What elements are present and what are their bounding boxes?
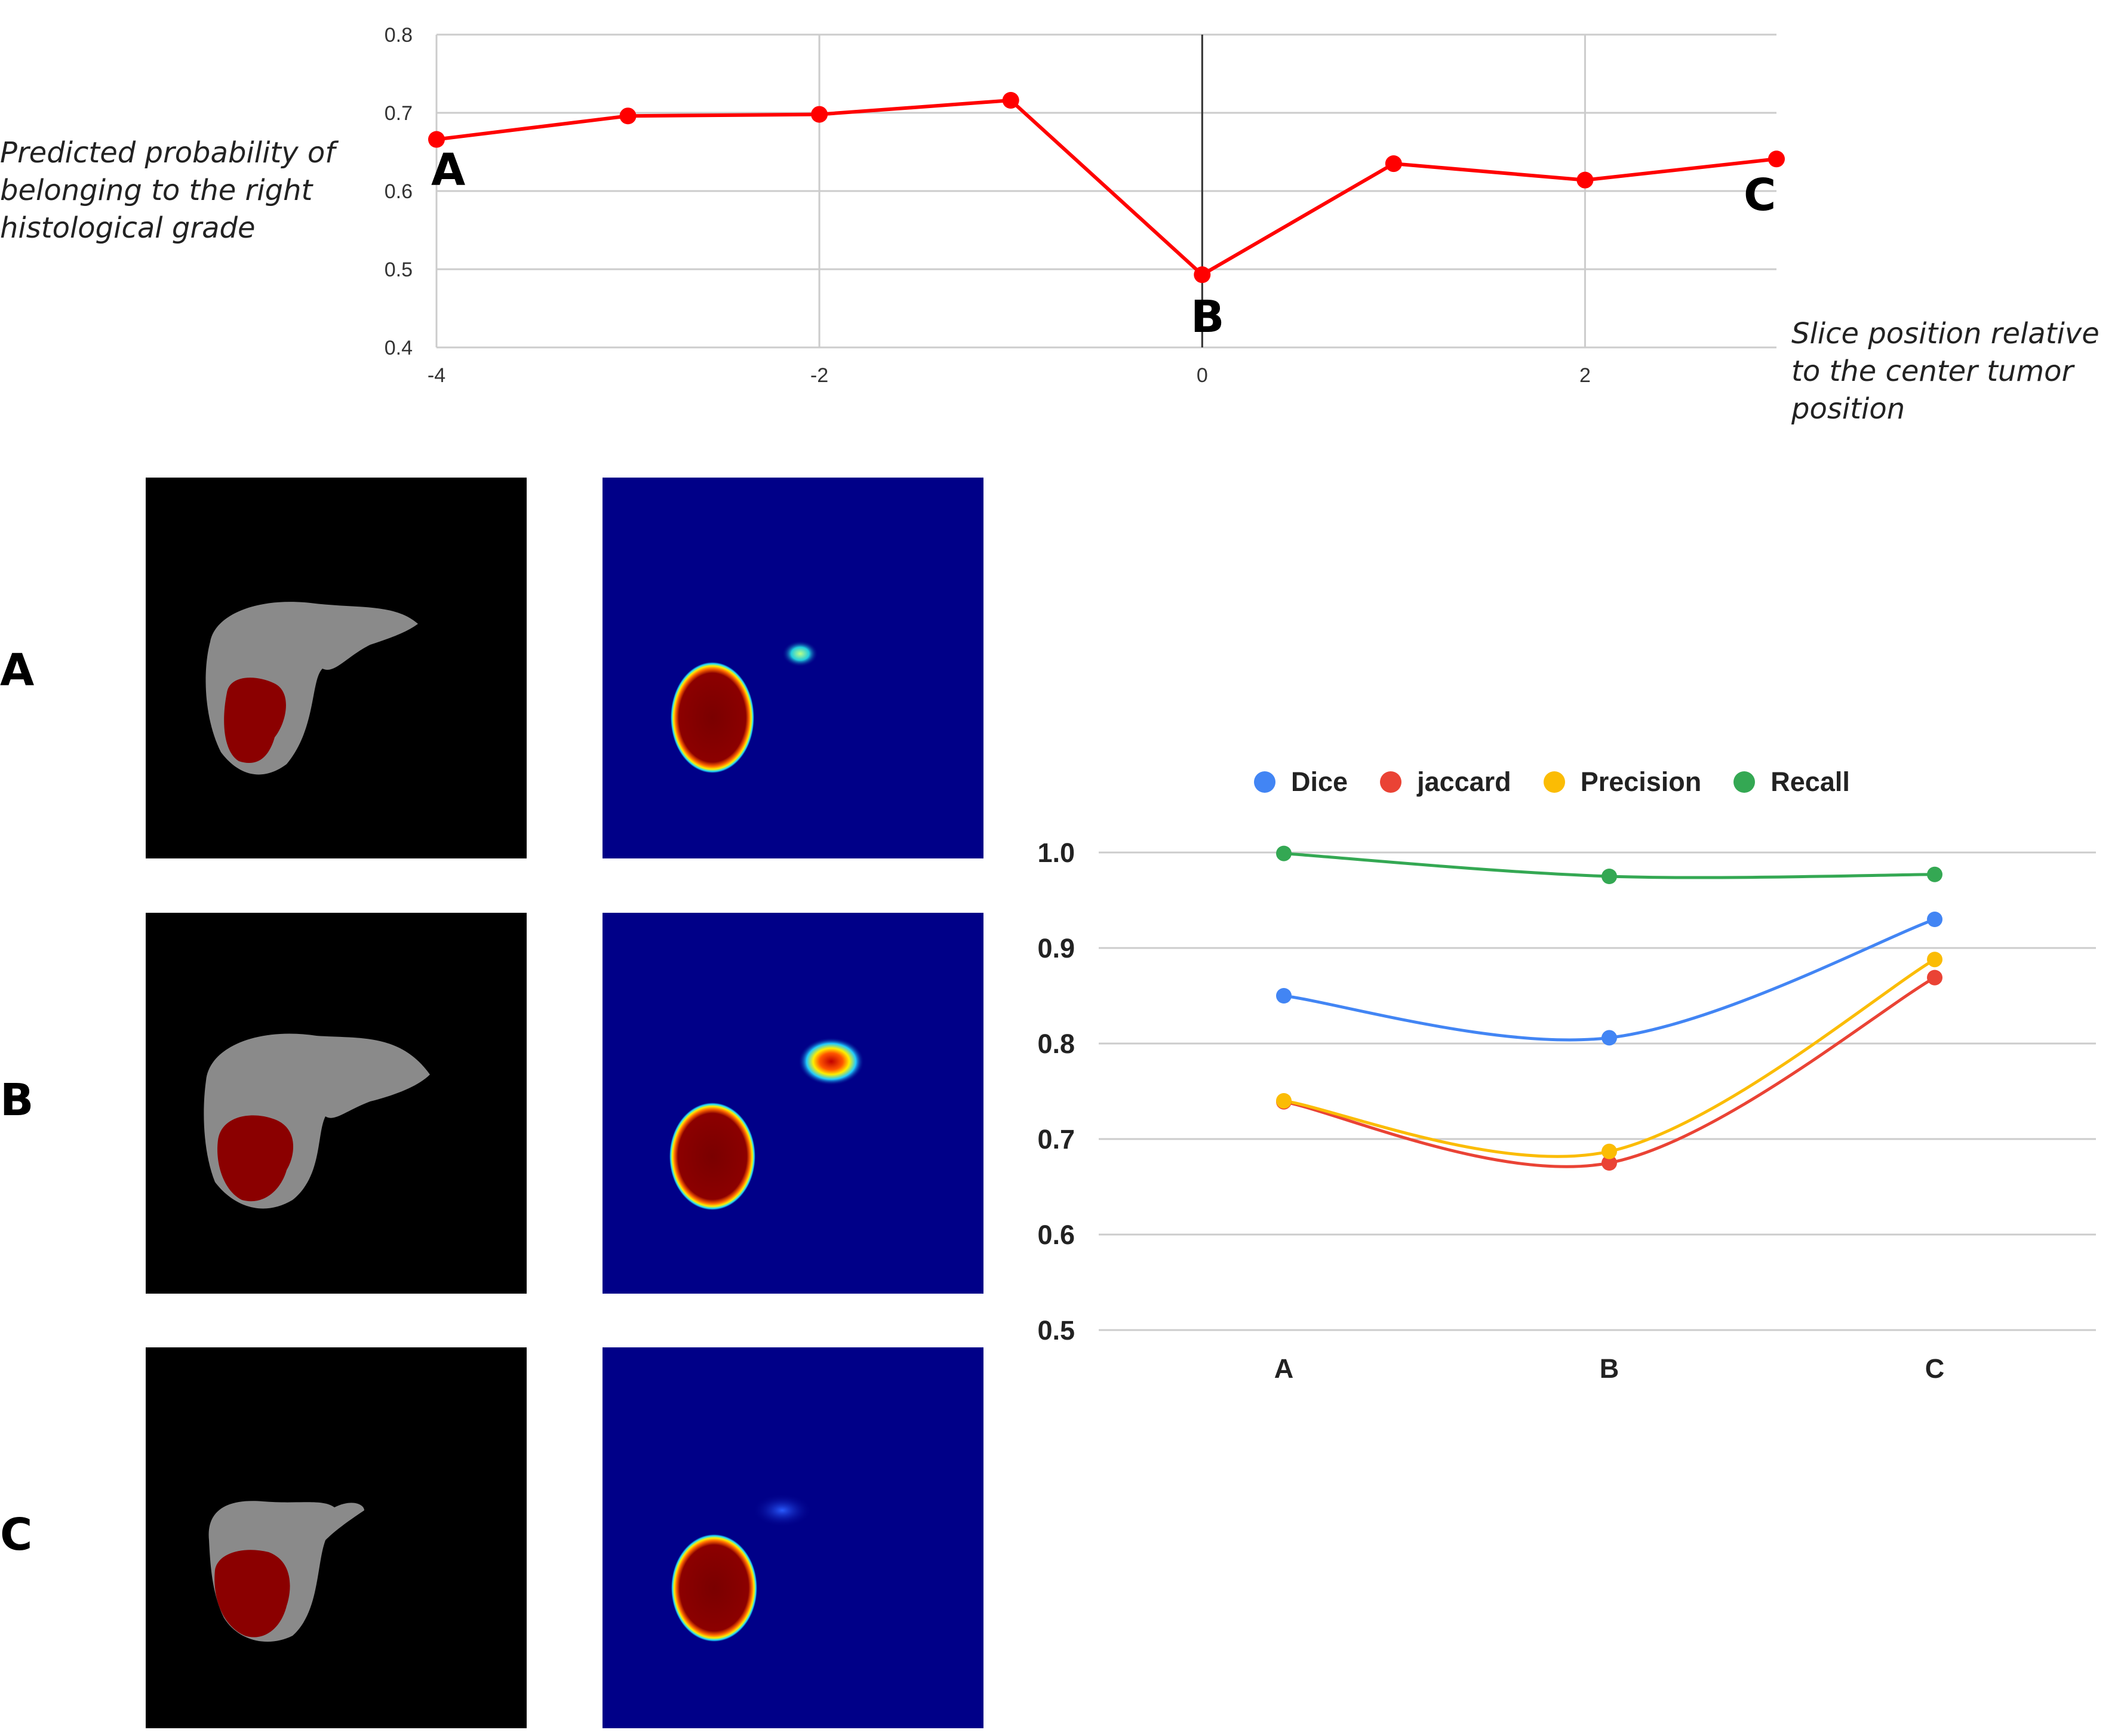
x-tick-label: A (1274, 1353, 1294, 1384)
ct-slice-b (146, 913, 527, 1294)
legend-swatch (1733, 771, 1756, 793)
point-label-a: A (431, 144, 465, 196)
x-tick-label: -4 (428, 364, 445, 387)
top-chart-ylabel: Predicted probability of belonging to th… (0, 134, 382, 247)
xlabel-line: to the center tumor (1791, 355, 2074, 388)
legend-swatch (1254, 771, 1275, 793)
tumor-overlay-c (214, 1550, 290, 1637)
x-tick-label: B (1600, 1353, 1619, 1384)
point-precision (1927, 952, 1942, 968)
point-dice (1927, 912, 1942, 927)
point-precision (1276, 1093, 1292, 1109)
point-precision (1602, 1143, 1617, 1159)
point-recall (1927, 866, 1942, 882)
probability-point (1768, 150, 1785, 168)
tumor-heat-a (671, 662, 754, 773)
point-recall (1276, 845, 1292, 861)
metrics-series-lines (1283, 852, 1936, 1168)
y-tick-label: 1.0 (1037, 838, 1075, 868)
tumor-heat-b (669, 1103, 755, 1210)
point-jaccard (1602, 1155, 1617, 1171)
legend-item-dice: Dice (1254, 767, 1348, 798)
point-label-c: C (1744, 170, 1776, 221)
point-dice (1602, 1030, 1617, 1046)
heatmap-c (603, 1347, 983, 1728)
legend-swatch (1543, 771, 1565, 793)
y-tick-label: 0.6 (385, 180, 413, 203)
ct-slice-a (146, 478, 527, 858)
xlabel-line: position (1791, 392, 1905, 426)
legend-label: Precision (1580, 767, 1702, 797)
x-tick-label: 2 (1579, 364, 1591, 387)
point-dice (1276, 988, 1292, 1004)
probability-point (1385, 155, 1402, 173)
row-label-c: C (0, 1509, 33, 1560)
probability-point (619, 107, 637, 125)
y-tick-label: 0.6 (1037, 1220, 1075, 1250)
y-tick-label: 0.7 (385, 102, 413, 125)
y-tick-label: 0.8 (385, 24, 413, 47)
tumor-overlay-a (224, 678, 286, 764)
probability-point (811, 106, 828, 123)
x-tick-label: 0 (1197, 364, 1208, 387)
x-tick-label: -2 (810, 364, 828, 387)
point-label-b: B (1191, 291, 1224, 343)
legend-swatch (1380, 771, 1402, 793)
top-chart-xlabel: Slice position relative to the center tu… (1791, 315, 2124, 428)
tumor-overlay-b (217, 1115, 294, 1202)
legend-label: Recall (1770, 767, 1850, 797)
xlabel-line: Slice position relative (1791, 317, 2100, 350)
legend-item-precision: Precision (1543, 767, 1702, 798)
legend-item-recall: Recall (1733, 767, 1850, 798)
legend-item-jaccard: jaccard (1380, 767, 1511, 798)
probability-line-chart: 0.4 0.5 0.6 0.7 0.8 -4 -2 0 2 A B C (385, 24, 1785, 387)
y-tick-label: 0.4 (385, 337, 413, 359)
metrics-line-chart: 0.5 0.6 0.7 0.8 0.9 1.0 A B C (1037, 838, 2096, 1384)
y-tick-label: 0.9 (1037, 933, 1075, 964)
tumor-heat-c (671, 1534, 757, 1642)
top-chart-grid (435, 33, 1776, 349)
row-label-b: B (0, 1075, 34, 1126)
ylabel-line: histological grade (0, 211, 256, 245)
metrics-legend: Dice jaccard Precision Recall (1254, 767, 1882, 797)
y-tick-label: 0.7 (1037, 1124, 1075, 1155)
y-tick-label: 0.5 (1037, 1315, 1075, 1346)
x-tick-label: C (1925, 1353, 1945, 1384)
ct-slice-c (146, 1347, 527, 1728)
probability-series-line (436, 98, 1777, 277)
probability-point (1002, 92, 1019, 109)
series-line-dice (1283, 918, 1935, 1042)
ylabel-line: Predicted probability of (0, 136, 336, 170)
top-chart-ticks: 0.4 0.5 0.6 0.7 0.8 -4 -2 0 2 (385, 24, 1591, 387)
hotspot-b (798, 1038, 864, 1085)
heatmap-b (603, 913, 983, 1294)
probability-point (1194, 266, 1211, 284)
hotspot-a (782, 641, 818, 667)
heatmap-a (603, 478, 983, 858)
row-label-a: A (0, 645, 35, 696)
y-tick-label: 0.5 (385, 258, 413, 281)
point-jaccard (1927, 969, 1942, 986)
hotspot-c (752, 1494, 812, 1527)
point-recall (1602, 869, 1617, 884)
probability-points (428, 92, 1785, 284)
legend-label: jaccard (1417, 767, 1511, 797)
metrics-chart-ticks: 0.5 0.6 0.7 0.8 0.9 1.0 A B C (1037, 838, 1944, 1384)
probability-point (428, 131, 445, 148)
metrics-points (1276, 845, 1942, 1171)
probability-point (1576, 171, 1594, 189)
metrics-chart-grid (1099, 851, 2096, 1331)
y-tick-label: 0.8 (1037, 1029, 1075, 1059)
series-line-precision (1283, 958, 1936, 1158)
legend-label: Dice (1291, 767, 1348, 797)
ylabel-line: belonging to the right (0, 174, 313, 207)
